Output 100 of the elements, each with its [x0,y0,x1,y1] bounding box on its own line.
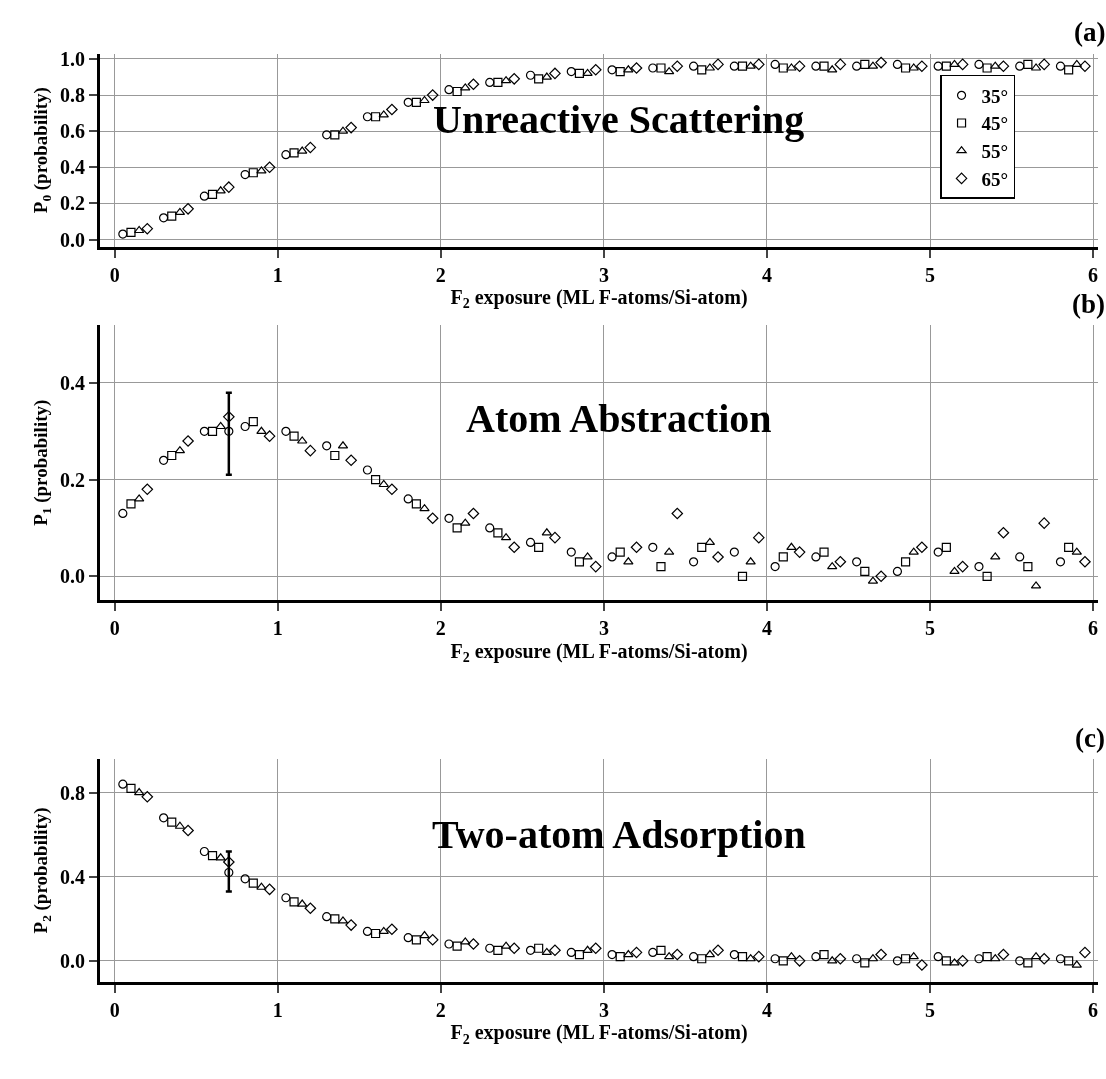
point [589,560,602,573]
point [485,523,495,533]
point [240,421,250,432]
point [753,950,765,963]
point [467,938,480,950]
point [697,65,707,75]
point [281,893,291,903]
text: (c) [1075,723,1105,753]
point [623,65,634,73]
point [892,956,903,966]
point [648,947,658,958]
point [460,83,471,91]
x-axis-title: F$_{2}$ exposure (ML F-atoms/Si-atom) [450,639,748,666]
point [956,955,969,967]
point [1079,555,1091,568]
point [956,58,969,71]
x-tick-label: 2 [435,263,446,286]
point [263,430,276,442]
point [892,59,903,69]
point [224,426,234,436]
point [656,562,666,572]
x-tick-label: 6 [1088,998,1099,1021]
point [1064,956,1074,966]
point [263,161,276,174]
point [541,947,553,956]
x-tick-label: 3 [598,263,609,286]
point [811,552,821,562]
point [444,939,454,949]
point [834,952,847,965]
point [941,542,951,552]
point [860,958,870,968]
point [574,949,585,960]
point [159,813,169,823]
point [304,444,317,457]
point [322,912,332,922]
x-tick-label: 4 [761,998,772,1021]
point [745,61,756,69]
point [167,450,177,461]
point [248,168,258,178]
point [778,956,788,966]
point [534,74,544,84]
point [737,571,748,581]
point [460,518,471,526]
point [671,60,684,72]
point [289,148,299,158]
point [534,542,544,552]
point [207,189,218,199]
y-tick-label: 0.8 [60,781,85,804]
point [997,527,1010,539]
point [467,78,480,91]
point [256,166,267,174]
point [411,97,421,107]
point [126,499,136,509]
point [460,937,471,945]
y-tick-label: 0.2 [60,192,85,215]
point [974,562,984,572]
x-tick-label: 5 [925,263,936,286]
y-tick-label: 0.6 [60,120,85,143]
point [240,169,250,180]
point [819,949,829,960]
point [630,541,643,554]
point [900,954,911,964]
point [345,454,357,467]
point [908,547,919,555]
point [223,181,235,193]
point [1055,61,1066,71]
point [793,955,806,967]
point [1023,59,1033,69]
point [688,61,699,71]
point [133,225,145,234]
point [630,62,643,74]
point [1038,58,1050,71]
point [941,61,951,71]
point [875,948,887,961]
point [224,867,234,878]
point [916,60,928,72]
point [811,61,821,71]
point [419,504,430,512]
x-tick-label: 0 [109,617,120,640]
point [1055,557,1066,567]
point [289,897,299,907]
point [834,58,847,71]
point [811,952,821,962]
point [426,934,439,946]
point [916,541,928,554]
point [704,537,716,546]
point [199,426,209,436]
point [223,856,235,868]
point [256,882,267,890]
point [974,954,984,964]
point [589,64,602,76]
point [1023,562,1033,572]
point [656,945,666,955]
point [1079,946,1091,959]
point [386,923,398,936]
point [362,465,373,475]
x-tick-label: 1 [272,998,283,1021]
y-tick-label: 0.0 [60,228,85,251]
point [1064,542,1074,552]
point [322,441,332,451]
